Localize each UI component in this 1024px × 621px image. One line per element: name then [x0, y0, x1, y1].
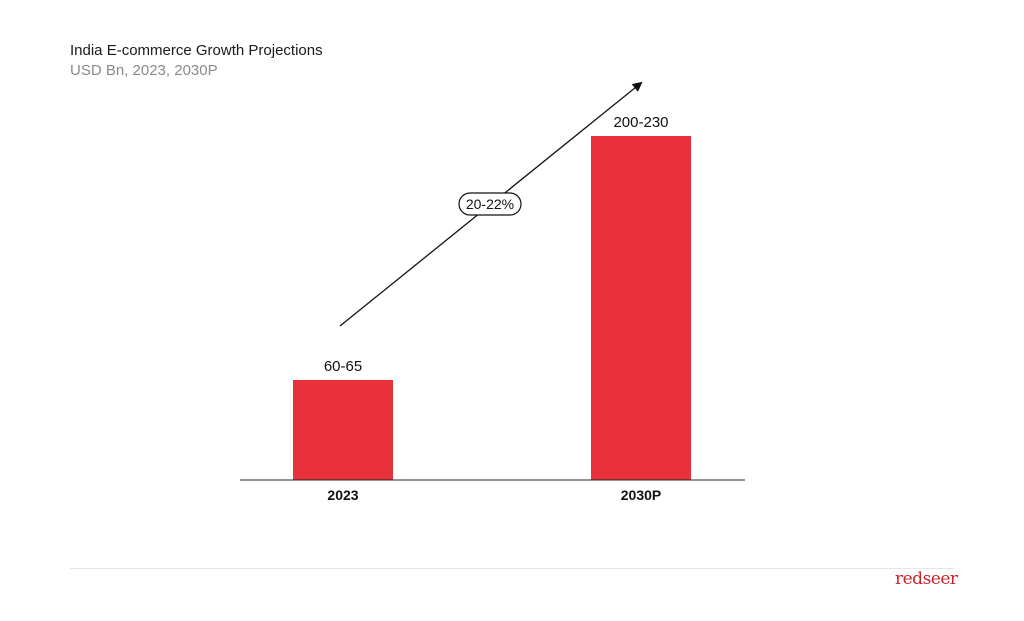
bar-2030p [591, 136, 691, 480]
bar-chart: 60-65 2023 200-230 2030P 20-22% [240, 81, 745, 503]
x-tick-label-2023: 2023 [327, 487, 358, 503]
brand-wordmark: redseer [895, 569, 958, 589]
data-label-2023: 60-65 [324, 358, 362, 375]
x-tick-label-2030p: 2030P [621, 487, 661, 503]
cagr-label: 20-22% [466, 196, 514, 212]
footer-divider [70, 568, 954, 569]
chart-subtitle: USD Bn, 2023, 2030P [70, 62, 218, 79]
data-label-2030p: 200-230 [613, 114, 668, 131]
cagr-badge [458, 192, 522, 216]
brand-logo: redseer [895, 569, 958, 589]
chart-title: India E-commerce Growth Projections [70, 42, 323, 59]
bar-2023 [293, 380, 393, 480]
